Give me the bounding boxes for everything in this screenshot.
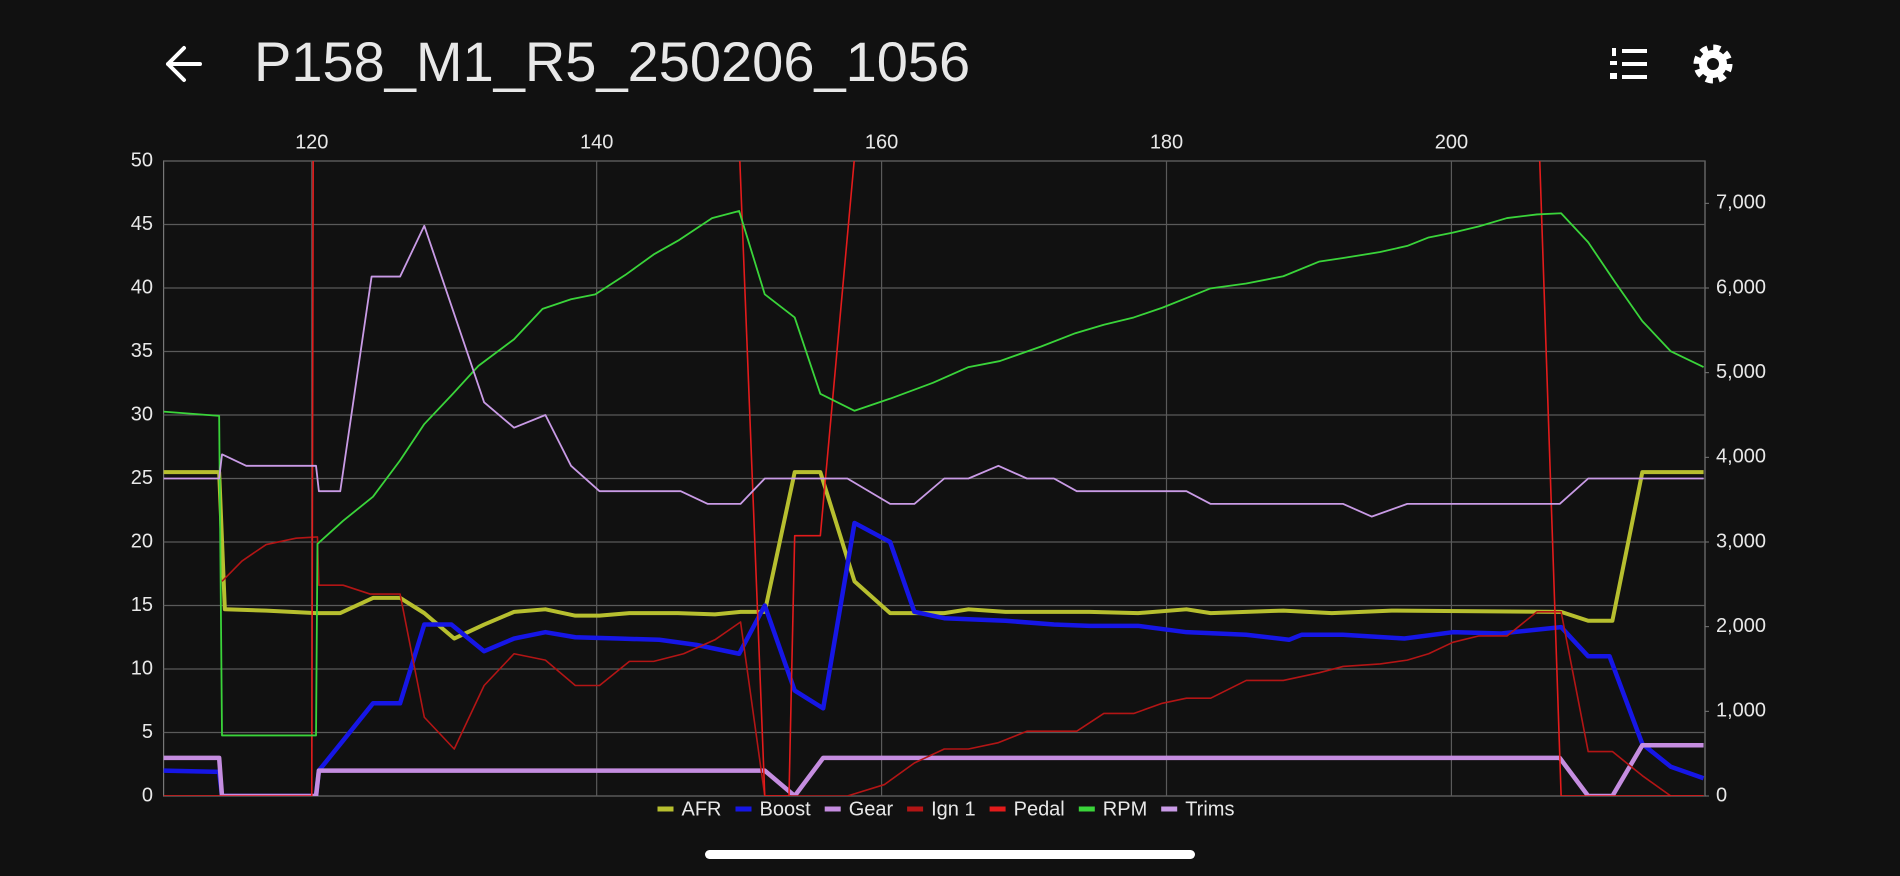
legend-label: AFR [682,798,722,820]
y2-tick-label: 0 [1716,784,1727,806]
back-arrow-icon [166,46,202,82]
legend-label: RPM [1103,798,1147,820]
x-tick-label: 120 [295,131,328,153]
legend-label: Trims [1185,798,1234,820]
axes: 120 140 160 180 200 0 5 10 15 20 25 30 35 40 45 50 0 1,00… [131,131,1766,806]
list-icon [1622,49,1647,53]
y2-tick-label: 2,000 [1716,615,1766,637]
y-tick-label: 50 [131,149,153,171]
legend: AFR Boost Gear Ign 1 Pedal RPM Trims [657,798,1234,820]
y2-tick-label: 6,000 [1716,276,1766,298]
series-line [221,536,1704,796]
list-icon [1610,73,1617,79]
y-tick-label: 10 [131,657,153,679]
y-tick-label: 15 [131,594,153,616]
list-icon [1622,75,1647,79]
legend-item: Pedal [989,798,1065,820]
legend-item: Boost [735,798,812,820]
series-line [163,224,1704,518]
settings-button[interactable] [1693,44,1733,84]
y-tick-label: 20 [131,530,153,552]
x-tick-label: 140 [580,131,613,153]
series-line [163,161,1704,796]
y2-tick-label: 3,000 [1716,530,1766,552]
legend-item: Gear [824,798,894,820]
y-tick-label: 30 [131,403,153,425]
page-title: P158_M1_R5_250206_1056 [254,30,970,93]
grid [163,160,1705,797]
series-line [163,742,1704,796]
y-tick-label: 0 [142,784,153,806]
list-icon [1612,48,1616,56]
back-button[interactable] [166,46,202,82]
legend-item: Trims [1161,798,1234,820]
x-tick-label: 180 [1150,131,1183,153]
legend-label: Gear [849,798,894,820]
y-tick-label: 35 [131,340,153,362]
gear-teeth [1693,44,1733,84]
legend-item: AFR [657,798,722,820]
x-tick-label: 200 [1435,131,1468,153]
y-tick-label: 45 [131,213,153,235]
y-tick-label: 25 [131,467,153,489]
list-icon [1622,62,1647,66]
y2-tick-label: 7,000 [1716,192,1766,214]
legend-label: Ign 1 [931,798,975,820]
legend-item: Ign 1 [907,798,976,820]
y-tick-label: 40 [131,276,153,298]
y-tick-label: 5 [142,721,153,743]
home-indicator [705,850,1195,859]
series-line [163,210,1704,737]
y2-tick-label: 4,000 [1716,446,1766,468]
series-line [163,520,1705,796]
gear-hole [1707,58,1719,70]
list-icon [1610,61,1617,65]
legend-label: Pedal [1014,798,1065,820]
legend-item: RPM [1078,798,1147,820]
series-line [163,470,1704,641]
legend-label: Boost [760,798,812,820]
x-tick-label: 160 [865,131,898,153]
list-button[interactable] [1610,48,1647,79]
y2-tick-label: 1,000 [1716,700,1766,722]
plot-lines [163,161,1705,796]
y2-tick-label: 5,000 [1716,361,1766,383]
